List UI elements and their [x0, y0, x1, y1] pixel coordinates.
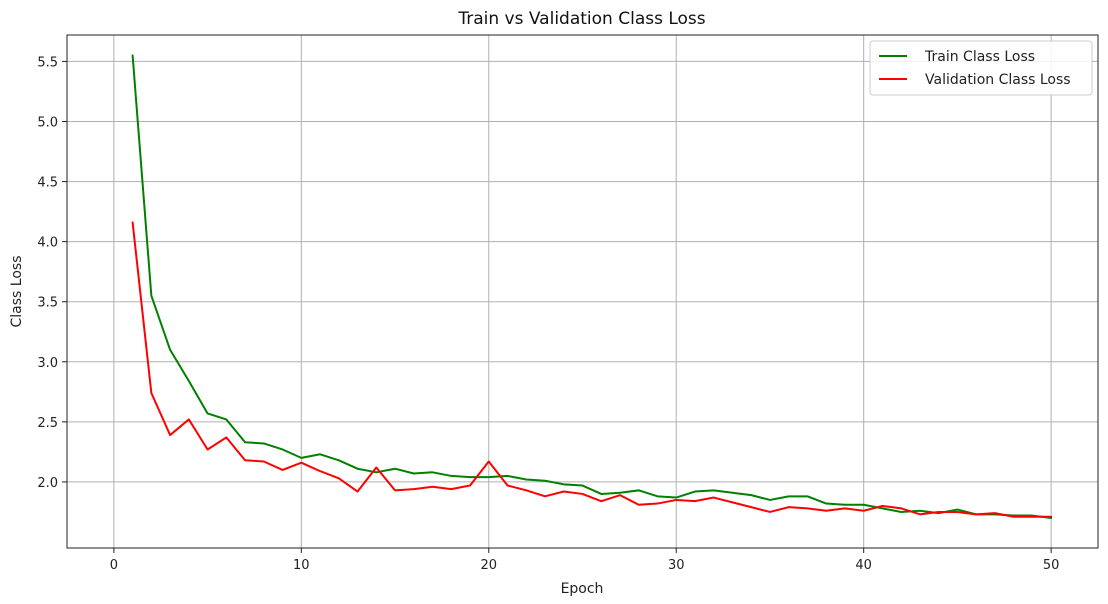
x-tick-label: 0 [110, 558, 118, 573]
plot-frame [66, 34, 1099, 549]
x-axis-label: Epoch [561, 581, 604, 597]
series-lines [131, 54, 1053, 519]
legend: Train Class Loss Validation Class Loss [869, 40, 1093, 96]
y-axis-label: Class Loss [9, 256, 25, 328]
series-line-train [131, 54, 1053, 519]
y-tick-label: 2.0 [37, 476, 58, 491]
y-tick-label: 5.0 [37, 116, 58, 131]
y-tick-label: 4.0 [37, 236, 58, 251]
y-tick-label: 3.0 [37, 356, 58, 371]
grid-lines [67, 35, 1098, 548]
y-tick-label: 4.5 [37, 176, 58, 191]
y-tick-label: 5.5 [37, 55, 58, 70]
legend-label-validation: Validation Class Loss [925, 72, 1071, 88]
x-tick-label: 20 [480, 558, 497, 573]
axis-ticks: 0 10 20 30 40 50 2.0 2.5 3.0 3.5 4.0 4.5 5.0 5.5 [37, 55, 1059, 573]
series-line-validation [131, 221, 1053, 518]
legend-label-train: Train Class Loss [924, 49, 1035, 65]
chart-title: Train vs Validation Class Loss [457, 9, 705, 29]
y-tick-label: 3.5 [37, 296, 58, 311]
x-tick-label: 50 [1043, 558, 1060, 573]
y-tick-label: 2.5 [37, 416, 58, 431]
legend-box [869, 40, 1093, 96]
x-tick-label: 40 [855, 558, 872, 573]
x-tick-label: 30 [668, 558, 685, 573]
x-tick-label: 10 [293, 558, 310, 573]
